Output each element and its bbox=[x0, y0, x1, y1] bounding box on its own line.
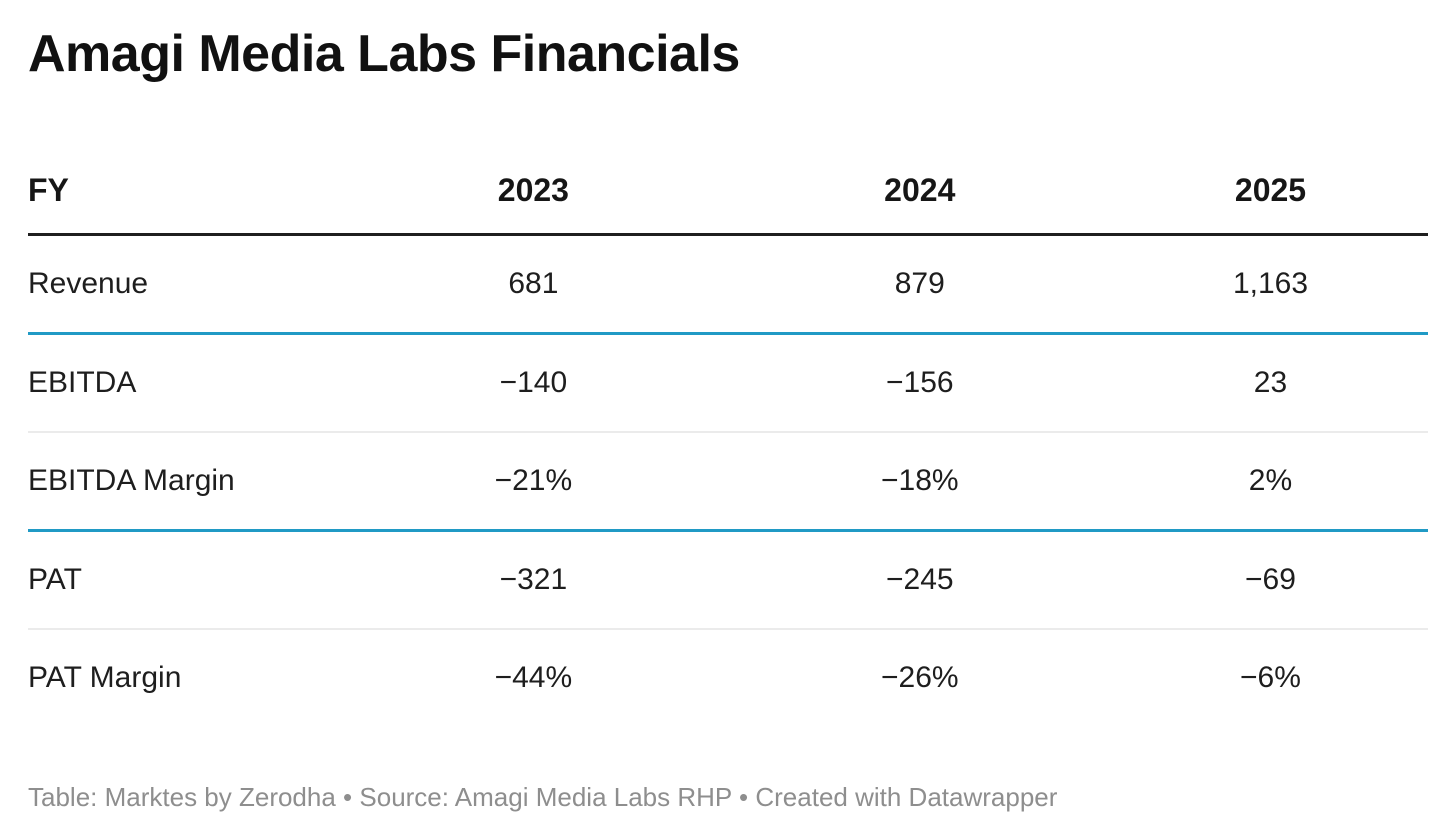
row-label-revenue: Revenue bbox=[28, 234, 341, 335]
footer-table-credit-link[interactable]: Marktes by Zerodha bbox=[104, 782, 336, 812]
cell-revenue-2024: 879 bbox=[726, 234, 1113, 335]
table-row-ebitda-margin: EBITDA Margin −21% −18% 2% bbox=[28, 432, 1428, 532]
cell-revenue-2023: 681 bbox=[340, 234, 727, 335]
cell-pat-2025: −69 bbox=[1112, 530, 1428, 630]
table-row-pat-margin: PAT Margin −44% −26% −6% bbox=[28, 629, 1428, 726]
cell-ebitda-2024: −156 bbox=[726, 333, 1113, 433]
column-header-fy: FY bbox=[28, 82, 341, 236]
footer-table-label: Table: bbox=[28, 782, 105, 812]
row-label-pat-margin: PAT Margin bbox=[28, 661, 182, 694]
footer-source-label: Source: bbox=[359, 782, 455, 812]
cell-pat-margin-2024: −26% bbox=[880, 661, 959, 694]
footer-separator: • bbox=[335, 782, 360, 812]
footer-source-text: Amagi Media Labs RHP bbox=[454, 782, 732, 812]
footer-datawrapper-link[interactable]: Datawrapper bbox=[908, 782, 1058, 812]
table-row-revenue: Revenue 681 879 1,163 bbox=[28, 234, 1428, 335]
row-label-ebitda: EBITDA bbox=[28, 333, 341, 433]
column-header-2025: 2025 bbox=[1112, 82, 1428, 236]
chart-title: Amagi Media Labs Financials bbox=[28, 25, 740, 83]
cell-pat-margin-2025: −6% bbox=[1240, 661, 1301, 694]
column-header-2024: 2024 bbox=[726, 82, 1113, 236]
cell-ebitda-margin-2024: −18% bbox=[726, 432, 1113, 532]
cell-pat-2024: −245 bbox=[726, 530, 1113, 630]
column-header-2023: 2023 bbox=[340, 82, 727, 236]
cell-revenue-2025: 1,163 bbox=[1112, 234, 1428, 335]
table-row-ebitda: EBITDA −140 −156 23 bbox=[28, 333, 1428, 433]
cell-pat-margin-2023: −44% bbox=[494, 661, 573, 694]
financials-table: FY 2023 2024 2025 Revenue 681 879 1,163 … bbox=[28, 82, 1428, 726]
table-row-pat: PAT −321 −245 −69 bbox=[28, 530, 1428, 630]
attribution: Table: Marktes by Zerodha • Source: Amag… bbox=[28, 782, 1428, 812]
footer-created-label: Created with bbox=[755, 782, 909, 812]
footer-separator-2: • bbox=[731, 782, 756, 812]
header-row: FY 2023 2024 2025 bbox=[28, 82, 1428, 236]
cell-pat-2023: −321 bbox=[340, 530, 727, 630]
cell-ebitda-margin-2023: −21% bbox=[340, 432, 727, 532]
row-label-pat: PAT bbox=[28, 530, 341, 630]
cell-ebitda-2025: 23 bbox=[1112, 333, 1428, 433]
cell-ebitda-2023: −140 bbox=[340, 333, 727, 433]
cell-ebitda-margin-2025: 2% bbox=[1112, 432, 1428, 532]
row-label-ebitda-margin: EBITDA Margin bbox=[28, 432, 341, 532]
